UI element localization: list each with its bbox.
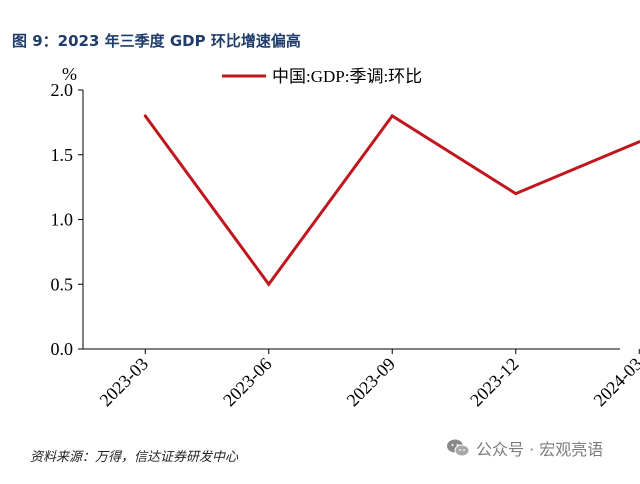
data-point <box>267 282 271 286</box>
data-point <box>390 114 394 118</box>
x-tick-label: 2023-03 <box>96 354 153 411</box>
figure-title: 图 9：2023 年三季度 GDP 环比增速偏高 <box>12 32 301 50</box>
data-point <box>514 192 518 196</box>
x-tick-label: 2023-06 <box>219 354 276 411</box>
y-tick-label: 1.0 <box>51 210 74 230</box>
x-tick-labels: 2023-03 2023-06 2023-09 2023-12 2024-03 <box>96 354 640 411</box>
data-point <box>637 140 640 144</box>
source-note: 资料来源：万得，信达证券研发中心 <box>30 450 239 465</box>
data-point <box>143 114 147 118</box>
axes <box>78 89 640 354</box>
watermark-text: 公众号 · 宏观亮语 <box>476 440 604 459</box>
y-tick-label: 2.0 <box>51 80 74 100</box>
series-line <box>144 113 640 287</box>
y-tick-label: 0.5 <box>51 274 74 294</box>
y-unit-label: % <box>62 64 77 84</box>
wechat-icon <box>447 439 470 457</box>
series-layer <box>143 113 640 287</box>
x-tick-label: 2023-09 <box>343 354 400 411</box>
y-tick-label: 1.5 <box>51 145 74 165</box>
watermark: 公众号 · 宏观亮语 <box>446 436 603 460</box>
x-tick-label: 2023-12 <box>466 354 523 411</box>
legend: 中国:GDP:季调:环比 <box>222 67 422 86</box>
legend-label: 中国:GDP:季调:环比 <box>272 67 422 86</box>
x-tick-label: 2024-03 <box>590 354 640 411</box>
y-tick-labels: 0.0 0.5 1.0 1.5 2.0 <box>51 80 74 359</box>
y-tick-label: 0.0 <box>51 339 74 359</box>
